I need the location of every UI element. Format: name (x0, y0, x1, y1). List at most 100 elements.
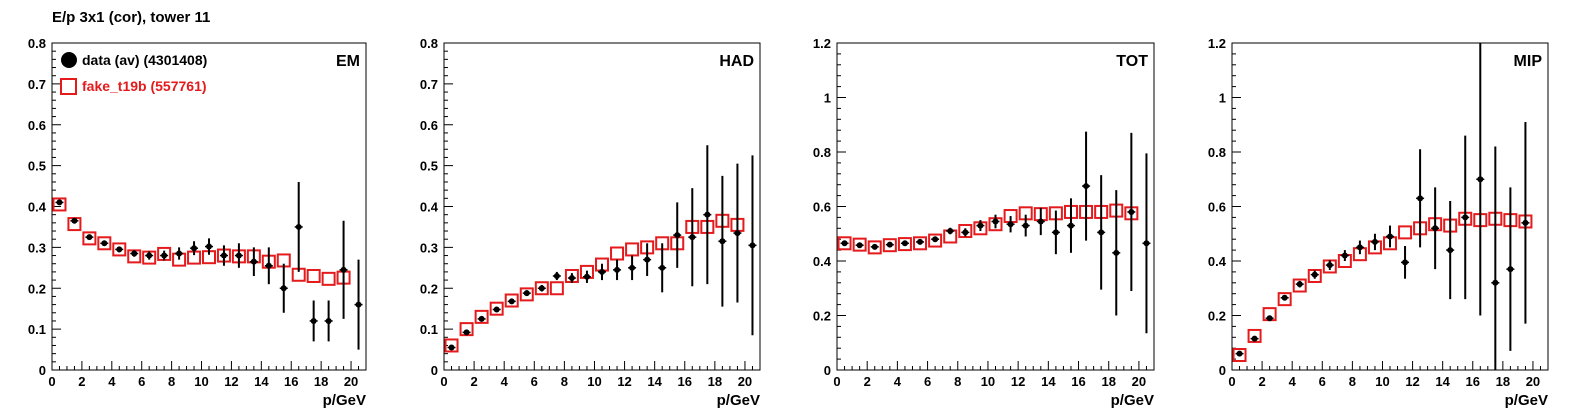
y-tick-label: 1.2 (813, 36, 831, 51)
data-point (56, 199, 63, 206)
data-point (1037, 218, 1044, 225)
y-tick-label: 0.2 (28, 281, 46, 296)
sim-point (610, 246, 625, 261)
data-point (325, 317, 332, 324)
y-tick-label: 0.8 (813, 145, 831, 160)
data-point (235, 252, 242, 259)
x-tick-label: 4 (108, 374, 116, 389)
data-point (250, 258, 257, 265)
sim-point (306, 268, 321, 283)
data-point (719, 238, 726, 245)
data-point (659, 264, 666, 271)
x-tick-label: 12 (1011, 374, 1025, 389)
plot-area (1232, 43, 1533, 370)
x-tick-label: 2 (864, 374, 871, 389)
data-point (1296, 281, 1303, 288)
x-tick-label: 2 (1258, 374, 1265, 389)
data-point (478, 315, 485, 322)
data-point (704, 211, 711, 218)
data-point (191, 245, 198, 252)
data-point (355, 301, 362, 308)
data-point (1311, 271, 1318, 278)
x-tick-label: 18 (314, 374, 328, 389)
x-axis-label: p/GeV (717, 392, 760, 409)
x-tick-label: 4 (1289, 374, 1297, 389)
x-tick-label: 6 (531, 374, 538, 389)
legend-marker-sim (60, 78, 77, 95)
sim-point (489, 301, 504, 316)
data-point (553, 272, 560, 279)
sim-point (1277, 292, 1292, 307)
data-point (583, 273, 590, 280)
data-point (448, 344, 455, 351)
x-tick-label: 16 (1466, 374, 1480, 389)
data-point (1281, 294, 1288, 301)
x-tick-label: 14 (1041, 374, 1056, 389)
data-point (1083, 183, 1090, 190)
sim-point (928, 233, 943, 248)
y-tick-label: 0.5 (420, 159, 438, 174)
data-point (1128, 208, 1135, 215)
sim-point (1292, 278, 1307, 293)
data-point (146, 252, 153, 259)
x-tick-label: 12 (1405, 374, 1419, 389)
sim-point (112, 242, 127, 257)
y-tick-label: 0.2 (1208, 309, 1226, 324)
data-point (161, 252, 168, 259)
sim-point (97, 236, 112, 251)
data-point (508, 298, 515, 305)
data-point (1113, 249, 1120, 256)
data-point (116, 246, 123, 253)
data-point (644, 256, 651, 263)
x-tick-label: 18 (708, 374, 722, 389)
data-point (295, 223, 302, 230)
y-tick-label: 0.3 (28, 240, 46, 255)
x-tick-label: 0 (833, 374, 840, 389)
x-tick-label: 10 (194, 374, 208, 389)
data-point (340, 266, 347, 273)
x-tick-label: 8 (561, 374, 568, 389)
sim-point (534, 281, 549, 296)
data-point (1477, 176, 1484, 183)
sim-point (1398, 225, 1413, 240)
legend-label: data (av) (4301408) (82, 52, 207, 68)
x-tick-label: 18 (1496, 374, 1510, 389)
data-point (280, 285, 287, 292)
x-tick-label: 6 (1319, 374, 1326, 389)
x-tick-label: 20 (738, 374, 752, 389)
y-tick-label: 0.6 (420, 118, 438, 133)
y-tick-label: 0 (824, 363, 831, 378)
plot-frame (1231, 42, 1549, 371)
panel-had: 0 2 4 6 8 10 12 14 16 18 20 0 0.1 0.2 0.3 0.4 0.5 0.6 0.7 0… (420, 36, 761, 409)
x-tick-label: 0 (48, 374, 55, 389)
x-tick-label: 16 (284, 374, 298, 389)
plot-frame (443, 42, 761, 371)
data-point (962, 229, 969, 236)
data-point (206, 243, 212, 250)
x-tick-label: 12 (224, 374, 238, 389)
x-tick-label: 2 (78, 374, 85, 389)
y-tick-label: 0.4 (28, 200, 47, 215)
sim-point (867, 240, 882, 255)
data-point (1143, 240, 1150, 247)
sim-point (444, 338, 459, 353)
data-point (901, 240, 908, 247)
sim-point (52, 197, 67, 212)
panel-label: TOT (1116, 53, 1148, 70)
data-point (1356, 244, 1363, 251)
data-point (1387, 233, 1393, 240)
panel-tot: 0 2 4 6 8 10 12 14 16 18 20 0 0.2 0.4 0.6 0.8 1 1.2 p/GeV T… (813, 36, 1155, 409)
y-tick-label: 0.4 (420, 200, 439, 215)
sim-point (837, 236, 852, 251)
x-tick-label: 6 (924, 374, 931, 389)
x-tick-label: 4 (894, 374, 902, 389)
data-point (1326, 262, 1333, 269)
x-tick-label: 16 (1071, 374, 1085, 389)
x-tick-label: 2 (470, 374, 477, 389)
data-point (1341, 252, 1348, 259)
x-tick-label: 20 (1132, 374, 1146, 389)
sim-point (321, 271, 336, 286)
data-point (1067, 222, 1074, 229)
data-point (734, 230, 741, 237)
data-point (310, 317, 317, 324)
